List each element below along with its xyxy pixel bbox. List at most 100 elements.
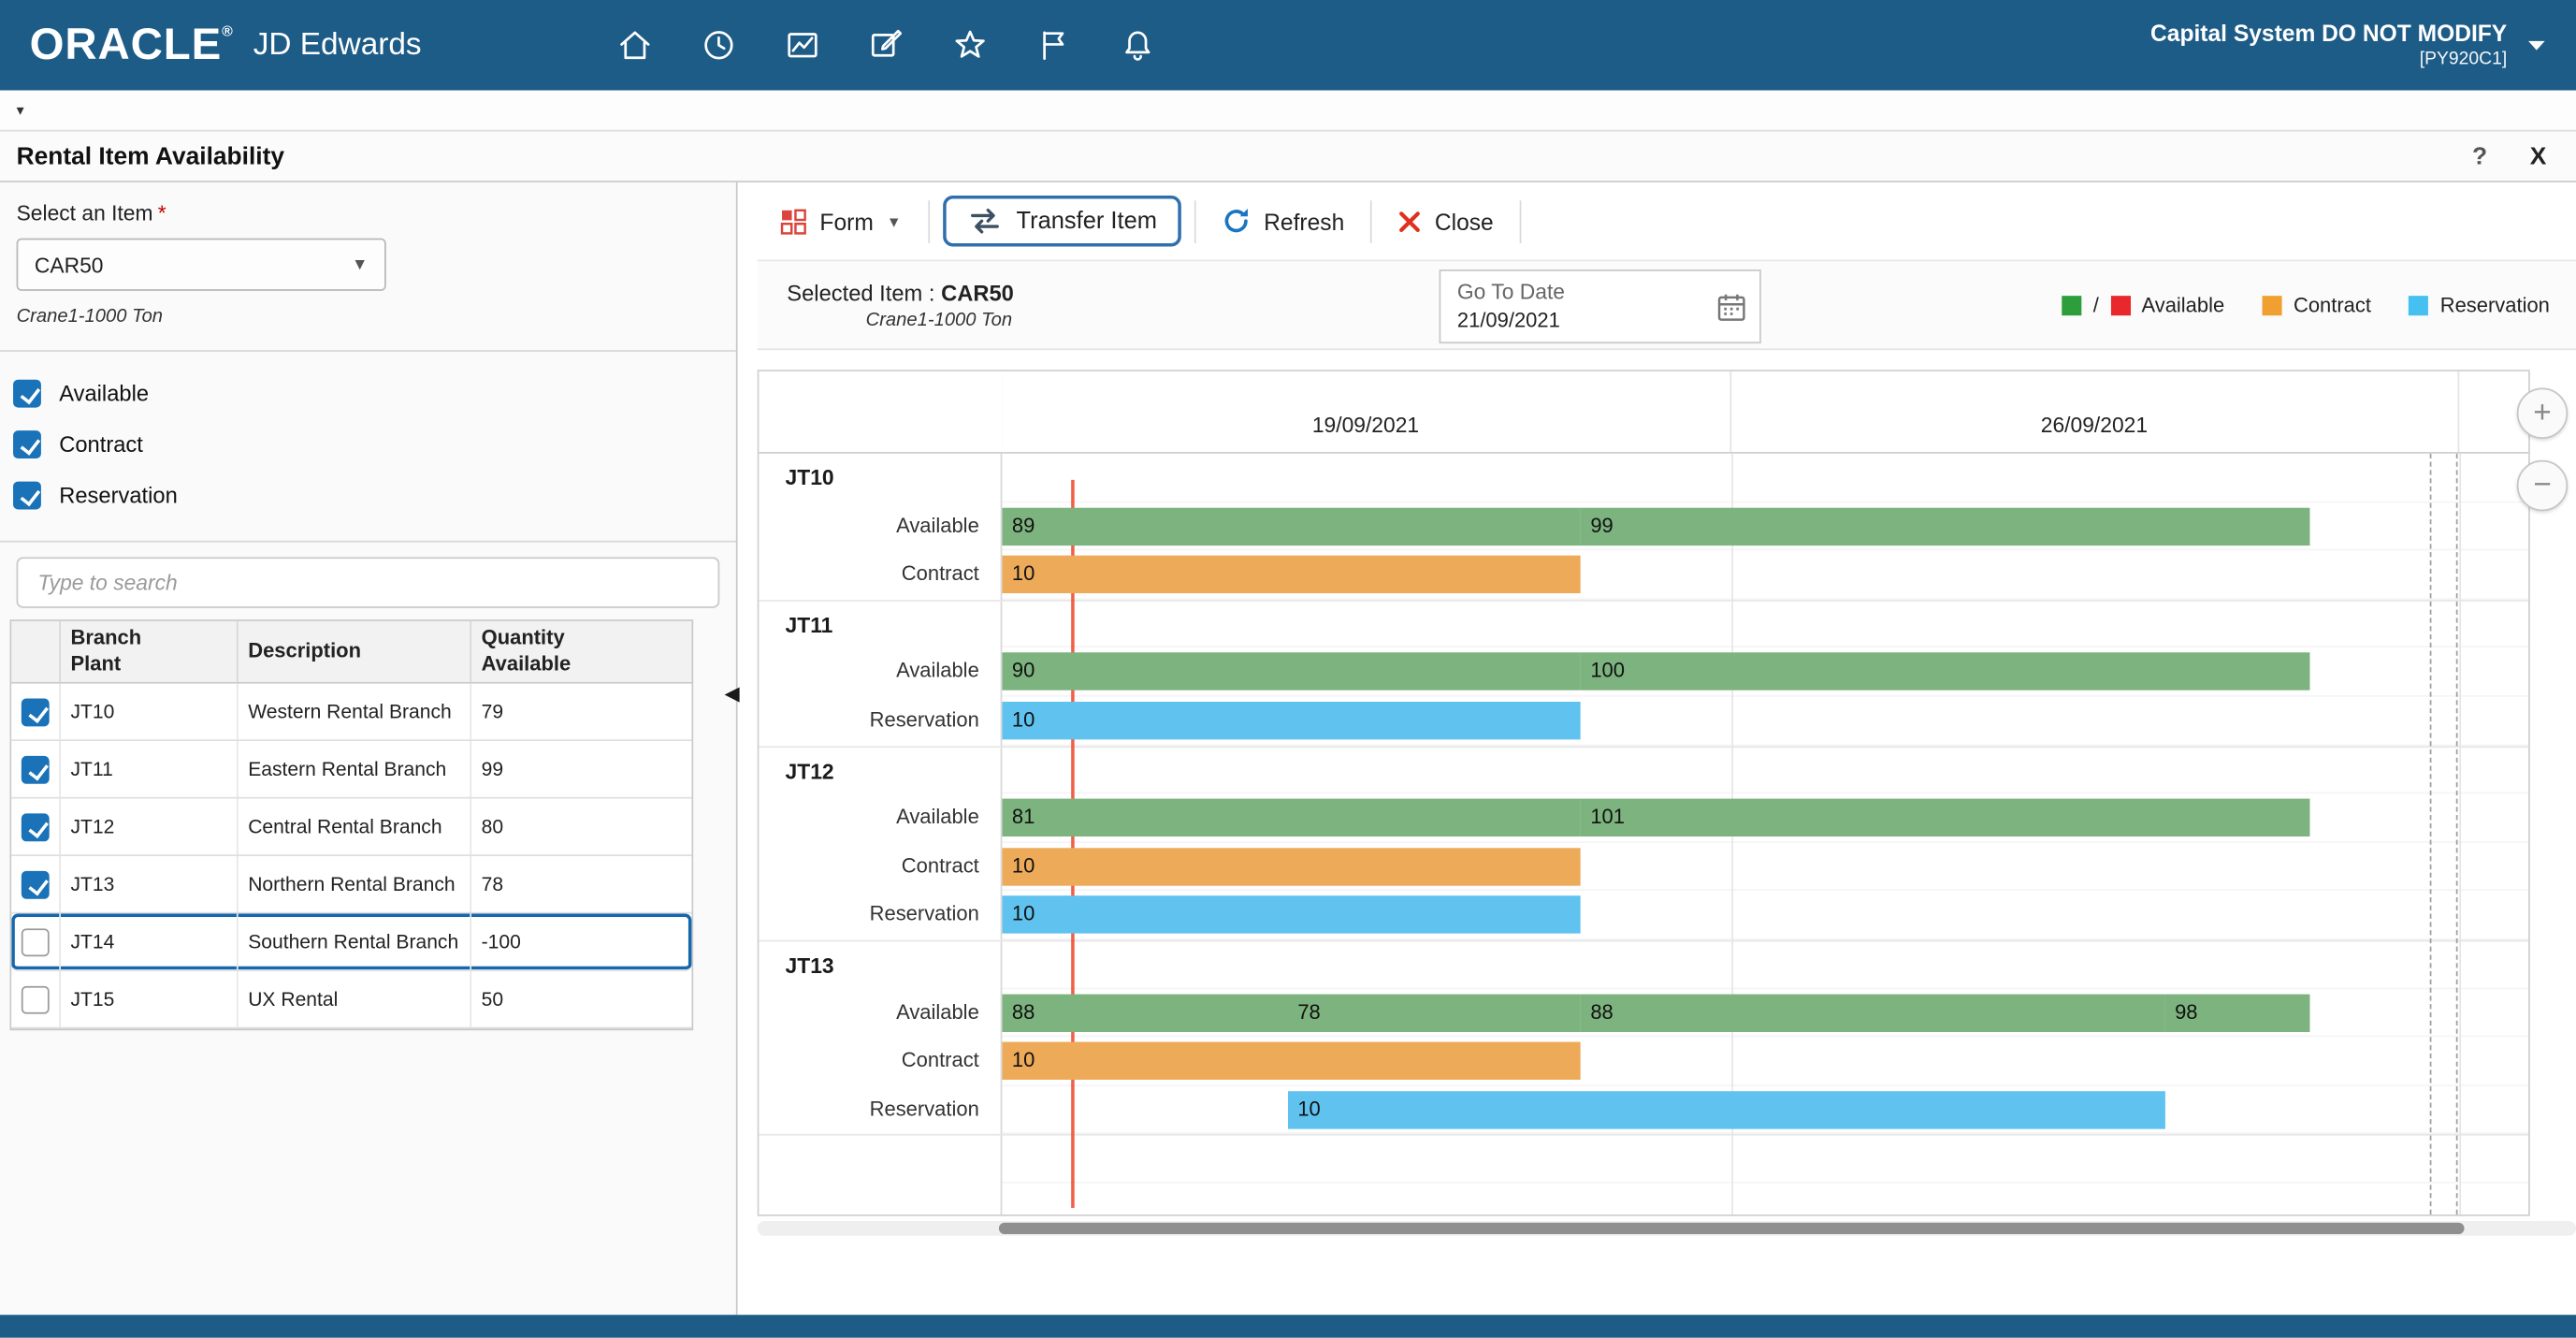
gantt-bar-reservation[interactable]: 10 (1002, 701, 1581, 740)
breadcrumb-strip: ▾ (0, 90, 2576, 132)
gantt-bar-contract[interactable]: 10 (1002, 1041, 1581, 1081)
gantt-row: 88 78 88 98 (1002, 989, 2529, 1038)
gantt-bar-available[interactable]: 90 (1002, 652, 1581, 691)
available-checkbox[interactable] (13, 379, 41, 408)
gantt-bar-available[interactable]: 99 (1580, 507, 2309, 545)
gantt-bar-reservation[interactable]: 10 (1287, 1090, 2165, 1129)
filter-label: Available (59, 381, 150, 406)
row-checkbox[interactable] (21, 927, 50, 956)
gantt-row-label: Available (896, 999, 979, 1024)
scrollbar-thumb[interactable] (998, 1222, 2465, 1235)
gantt-bar-available[interactable]: 98 (2164, 993, 2309, 1032)
search-section (0, 543, 736, 620)
legend-reservation-label: Reservation (2439, 293, 2550, 317)
item-select-dropdown[interactable]: CAR50 ▼ (16, 238, 386, 291)
transfer-item-button[interactable]: Transfer Item (942, 196, 1182, 247)
gantt-bar-contract[interactable]: 10 (1002, 555, 1581, 594)
gantt-row-label: Reservation (869, 707, 979, 732)
filter-available[interactable]: Available (13, 368, 723, 418)
help-button[interactable]: ? (2472, 141, 2488, 170)
home-icon[interactable] (615, 25, 655, 65)
environment-caret-icon[interactable] (2526, 39, 2546, 51)
grid-header-check (11, 620, 61, 683)
gantt-bar-available[interactable]: 88 (1580, 993, 2165, 1032)
form-menu-label: Form (819, 208, 874, 235)
zoom-in-button[interactable]: + (2516, 387, 2569, 439)
chart-legend: / Available Contract Reservation (2062, 293, 2576, 317)
gantt-row-label: Contract (901, 562, 979, 586)
toolbar-separator (927, 199, 930, 243)
refresh-button[interactable]: Refresh (1209, 207, 1357, 235)
gantt-bar-available[interactable]: 88 (1002, 993, 1288, 1032)
brand-text: ORACLE (29, 20, 223, 69)
search-input[interactable] (16, 557, 720, 608)
filter-contract[interactable]: Contract (13, 419, 723, 470)
form-menu-icon (780, 208, 806, 234)
gantt-bar-contract[interactable]: 10 (1002, 847, 1581, 886)
gantt-row-label: Available (896, 805, 979, 829)
close-button[interactable]: Close (1385, 208, 1507, 234)
gantt-group-row (1002, 599, 2529, 648)
item-select-section: Select an Item * CAR50 ▼ Crane1-1000 Ton (0, 182, 736, 352)
flag-icon[interactable] (1035, 25, 1074, 65)
cell-branch: JT10 (61, 684, 239, 740)
selected-item-info: Selected Item : CAR50 Crane1-1000 Ton (787, 280, 1014, 329)
cell-quantity: 78 (481, 873, 504, 896)
toolbar-separator (1519, 199, 1522, 243)
panel-collapse-handle[interactable]: ◀ (724, 681, 740, 705)
gantt-group-row (1002, 939, 2529, 989)
table-row[interactable]: JT11 Eastern Rental Branch 99 (11, 741, 692, 800)
grid-header-branch[interactable]: Branch Plant (61, 620, 239, 683)
table-row[interactable]: JT13 Northern Rental Branch 78 (11, 856, 692, 914)
gantt-row-label: Available (896, 514, 979, 537)
table-row[interactable]: JT15 UX Rental 50 (11, 971, 692, 1029)
gantt-plot-area: 89 99 10 90 100 10 81 101 10 10 88 78 88 98 10 10 (1002, 453, 2529, 1214)
row-checkbox[interactable] (21, 870, 50, 899)
cell-branch: JT13 (61, 856, 239, 913)
cell-quantity: 99 (481, 758, 504, 781)
gantt-bar-available[interactable]: 100 (1580, 652, 2309, 691)
grid-header-quantity[interactable]: Quantity Available (481, 626, 572, 676)
week-header-2: 26/09/2021 (1730, 371, 2460, 453)
gantt-bar-available[interactable]: 89 (1002, 507, 1581, 545)
gantt-row: 10 (1002, 892, 2529, 940)
cell-description: Eastern Rental Branch (239, 741, 472, 798)
gantt-bar-available[interactable]: 101 (1580, 798, 2309, 837)
gantt-bar-reservation[interactable]: 10 (1002, 895, 1581, 935)
calendar-icon[interactable] (1716, 293, 1746, 323)
go-to-date-field[interactable]: Go To Date 21/09/2021 (1439, 269, 1761, 344)
environment-selector[interactable]: Capital System DO NOT MODIFY [PY920C1] (2150, 19, 2507, 72)
row-checkbox[interactable] (21, 755, 50, 784)
transfer-arrows-icon (970, 208, 999, 234)
week-header-1: 19/09/2021 (1002, 371, 1731, 453)
gantt-group-row (1002, 745, 2529, 794)
notifications-icon[interactable] (1118, 25, 1157, 65)
horizontal-scrollbar[interactable] (757, 1220, 2576, 1236)
refresh-label: Refresh (1264, 208, 1345, 235)
filter-reservation[interactable]: Reservation (13, 470, 723, 520)
reservation-checkbox[interactable] (13, 481, 41, 510)
window-close-button[interactable]: X (2529, 141, 2547, 170)
cell-branch: JT11 (61, 741, 239, 798)
row-checkbox[interactable] (21, 698, 50, 726)
compose-icon[interactable] (867, 25, 906, 65)
reports-icon[interactable] (783, 25, 822, 65)
chevron-down-icon: ▼ (352, 255, 369, 274)
table-row[interactable]: JT12 Central Rental Branch 80 (11, 799, 692, 857)
table-row[interactable]: JT10 Western Rental Branch 79 (11, 684, 692, 742)
footer-bar (0, 1315, 2576, 1338)
form-menu-button[interactable]: Form ▼ (767, 208, 914, 234)
watchlist-icon[interactable] (699, 25, 738, 65)
gantt-group-label: JT12 (759, 745, 1003, 794)
zoom-out-button[interactable]: − (2516, 459, 2569, 512)
table-row[interactable]: JT14 Southern Rental Branch -100 (11, 913, 692, 972)
contract-checkbox[interactable] (13, 430, 41, 459)
gantt-label-column (759, 371, 1003, 1214)
favorites-icon[interactable] (950, 25, 990, 65)
gantt-bar-available[interactable]: 81 (1002, 798, 1581, 837)
carousel-collapse-icon[interactable]: ▾ (16, 101, 24, 118)
row-checkbox[interactable] (21, 985, 50, 1014)
row-checkbox[interactable] (21, 812, 50, 841)
grid-header-description[interactable]: Description (239, 620, 472, 683)
gantt-bar-available[interactable]: 78 (1287, 993, 1581, 1032)
